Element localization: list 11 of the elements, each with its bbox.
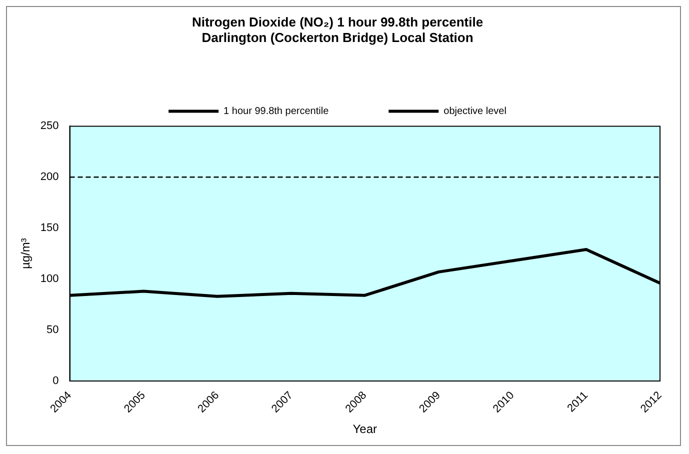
y-tick-label: 50: [46, 324, 59, 336]
x-axis-title: Year: [352, 422, 377, 436]
y-tick-label: 250: [40, 120, 59, 132]
legend-label: 1 hour 99.8th percentile: [224, 106, 330, 117]
y-axis-title: µg/m³: [18, 238, 33, 270]
y-tick-label: 200: [40, 171, 59, 184]
y-tick-label: 0: [52, 374, 59, 387]
legend-label: objective level: [444, 106, 506, 117]
chart-title: Nitrogen Dioxide (NO₂) 1 hour 99.8th percentile Darlington (Cockerton Bridge) Local Station: [192, 14, 484, 45]
y-tick-label: 150: [40, 222, 59, 234]
y-tick-label: 100: [40, 273, 59, 286]
